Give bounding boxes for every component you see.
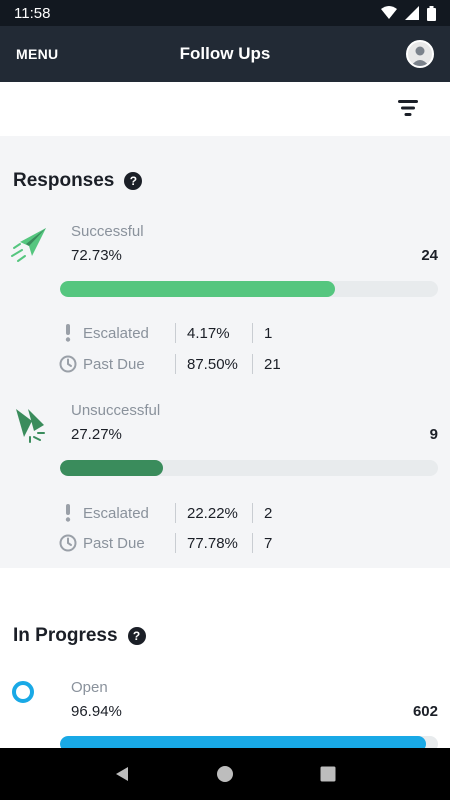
- successful-label: Successful: [71, 223, 144, 240]
- avatar-icon: [411, 46, 429, 66]
- alert-icon: [58, 504, 78, 522]
- escalated-percent: 4.17%: [187, 324, 230, 342]
- in-progress-heading: In Progress ?: [13, 625, 146, 647]
- help-icon[interactable]: ?: [124, 172, 143, 190]
- responses-section: Responses ? Successful 72.73% 24 Escalat…: [0, 136, 450, 568]
- open-label: Open: [71, 679, 108, 696]
- open-count: 602: [412, 703, 438, 720]
- status-time: 11:58: [14, 4, 51, 22]
- filter-icon[interactable]: [396, 97, 420, 119]
- unsuccessful-progress-bar: [60, 460, 438, 476]
- signal-icon: [405, 6, 419, 20]
- page-title: Follow Ups: [179, 44, 271, 63]
- past-due-percent: 87.50%: [187, 355, 238, 373]
- past-due-count: 7: [264, 534, 273, 552]
- back-icon[interactable]: [113, 765, 131, 783]
- successful-past-due-row[interactable]: Past Due 87.50% 21: [58, 353, 448, 375]
- past-due-percent: 77.78%: [187, 534, 238, 552]
- navigation-bar: [0, 748, 450, 800]
- divider: [252, 503, 253, 523]
- status-icons: [381, 5, 436, 21]
- escalated-percent: 22.22%: [187, 504, 238, 522]
- broken-plane-icon: [16, 409, 45, 443]
- menu-button[interactable]: MENU: [16, 46, 59, 62]
- unsuccessful-past-due-row[interactable]: Past Due 77.78% 7: [58, 532, 448, 554]
- home-icon[interactable]: [216, 765, 234, 783]
- successful-progress-fill: [60, 281, 335, 297]
- escalated-count: 1: [264, 324, 273, 342]
- past-due-label: Past Due: [83, 534, 145, 552]
- status-bar: 11:58: [0, 0, 450, 26]
- escalated-label: Escalated: [83, 504, 149, 522]
- app-bar: MENU Follow Ups: [0, 26, 450, 82]
- responses-title: Responses: [13, 170, 115, 191]
- divider: [252, 533, 253, 553]
- unsuccessful-progress-fill: [60, 460, 164, 476]
- unsuccessful-count: 9: [429, 426, 438, 443]
- divider: [175, 354, 176, 374]
- divider: [175, 503, 176, 523]
- filter-row: [0, 82, 450, 136]
- divider: [175, 533, 176, 553]
- alert-icon: [58, 324, 78, 342]
- successful-count: 24: [421, 247, 438, 264]
- past-due-count: 21: [264, 355, 281, 373]
- divider: [252, 323, 253, 343]
- escalated-count: 2: [264, 504, 273, 522]
- battery-icon: [427, 5, 436, 21]
- clock-icon: [58, 534, 78, 552]
- past-due-label: Past Due: [83, 355, 145, 373]
- unsuccessful-label: Unsuccessful: [71, 402, 161, 419]
- escalated-label: Escalated: [83, 324, 149, 342]
- unsuccessful-escalated-row[interactable]: Escalated 22.22% 2: [58, 502, 448, 524]
- unsuccessful-percent: 27.27%: [71, 426, 122, 443]
- help-icon[interactable]: ?: [127, 627, 146, 645]
- successful-escalated-row[interactable]: Escalated 4.17% 1: [58, 322, 448, 344]
- recents-icon[interactable]: [319, 765, 337, 783]
- avatar[interactable]: [406, 40, 434, 68]
- open-percent: 96.94%: [71, 703, 122, 720]
- clock-icon: [58, 355, 78, 373]
- wifi-icon: [381, 6, 397, 19]
- successful-percent: 72.73%: [71, 247, 122, 264]
- successful-progress-bar: [60, 281, 438, 297]
- paper-plane-icon: [11, 228, 46, 262]
- open-circle-icon: [12, 681, 34, 703]
- responses-heading: Responses ?: [13, 170, 143, 192]
- divider: [175, 323, 176, 343]
- in-progress-title: In Progress: [13, 625, 118, 646]
- divider: [252, 354, 253, 374]
